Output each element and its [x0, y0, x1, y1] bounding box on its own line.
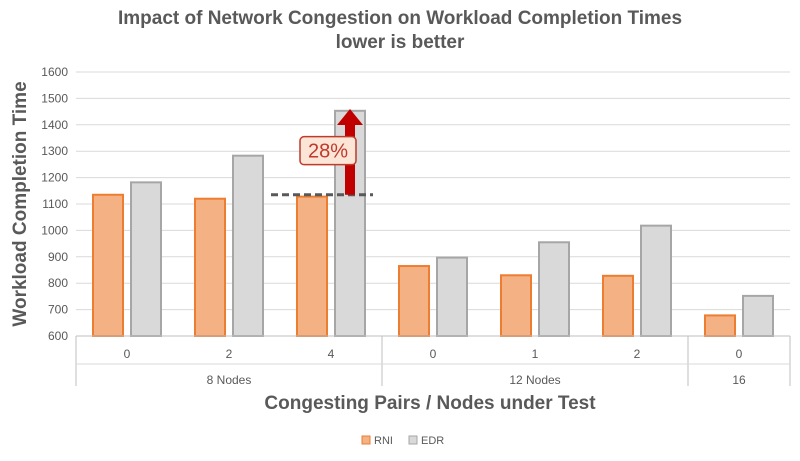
bar-rni [92, 193, 124, 337]
bar-rni [500, 274, 532, 337]
bars [92, 109, 774, 338]
legend-label: EDR [421, 435, 444, 447]
bar-edr [130, 181, 162, 337]
y-tick-label: 1200 [41, 171, 68, 185]
group-label: 8 Nodes [207, 373, 252, 387]
x-tick-label: 4 [328, 347, 335, 361]
y-axis-title: Workload Completion Time [10, 81, 31, 326]
bar-edr [742, 294, 774, 338]
y-tick-label: 1500 [41, 91, 68, 105]
chart-title: Impact of Network Congestion on Workload… [118, 8, 682, 29]
axes: 6007008009001000110012001300140015001600… [41, 65, 791, 387]
group-label: 16 [732, 373, 746, 387]
y-tick-label: 1100 [42, 197, 68, 211]
bar-rni [296, 195, 328, 337]
bar-edr [232, 154, 264, 337]
group-label: 12 Nodes [509, 373, 560, 387]
annotation: 28% [271, 108, 373, 197]
y-tick-label: 1300 [41, 144, 68, 158]
bar-rni [194, 197, 226, 337]
bar-rni [398, 265, 430, 338]
x-tick-label: 2 [226, 347, 233, 361]
x-axis-title: Congesting Pairs / Nodes under Test [264, 393, 596, 414]
grid [76, 71, 790, 311]
y-tick-label: 1400 [41, 118, 68, 132]
legend: RNI EDR [361, 435, 444, 447]
bar-rni [704, 314, 736, 337]
legend-swatch [361, 435, 371, 445]
bar-edr [436, 256, 468, 338]
y-tick-label: 1600 [41, 65, 68, 79]
callout-label: 28% [308, 141, 348, 163]
callout-box [299, 135, 357, 166]
legend-label: RNI [374, 435, 393, 447]
y-tick-label: 700 [48, 303, 68, 317]
chart-subtitle: lower is better [336, 32, 465, 53]
legend-swatch [408, 435, 418, 445]
x-tick-label: 0 [430, 347, 437, 361]
bar-rni [602, 274, 634, 338]
y-tick-label: 900 [48, 250, 68, 264]
arrow-up-icon [337, 108, 363, 125]
x-tick-label: 1 [532, 347, 539, 361]
x-tick-label: 0 [736, 347, 743, 361]
y-tick-label: 600 [48, 329, 68, 343]
bar-edr [538, 241, 570, 337]
y-tick-label: 800 [48, 276, 68, 290]
x-tick-label: 2 [634, 347, 641, 361]
bar-edr [640, 224, 672, 337]
x-tick-label: 0 [124, 347, 131, 361]
y-tick-label: 1000 [41, 223, 68, 237]
